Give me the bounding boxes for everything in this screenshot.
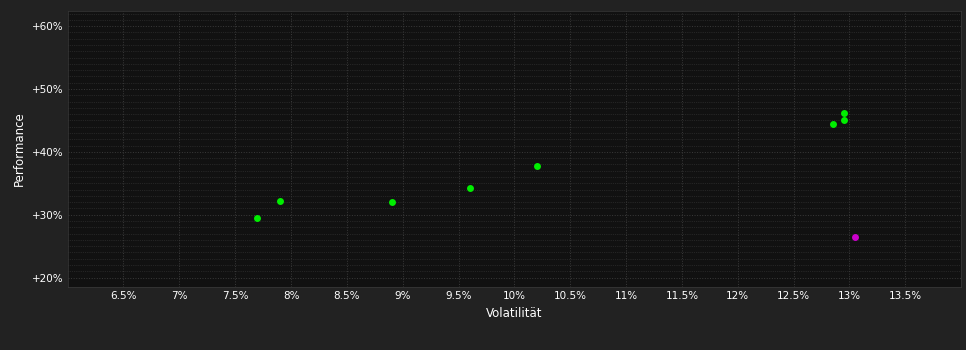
Point (272, 198, 288, 204)
Y-axis label: Performance: Performance (14, 111, 26, 186)
Point (462, 186, 477, 191)
Point (825, 121, 840, 126)
Point (837, 117, 852, 122)
Point (837, 110, 852, 116)
Point (529, 163, 545, 169)
Point (847, 234, 863, 240)
Point (384, 199, 399, 205)
X-axis label: Volatilität: Volatilität (486, 307, 543, 320)
Point (250, 215, 266, 221)
